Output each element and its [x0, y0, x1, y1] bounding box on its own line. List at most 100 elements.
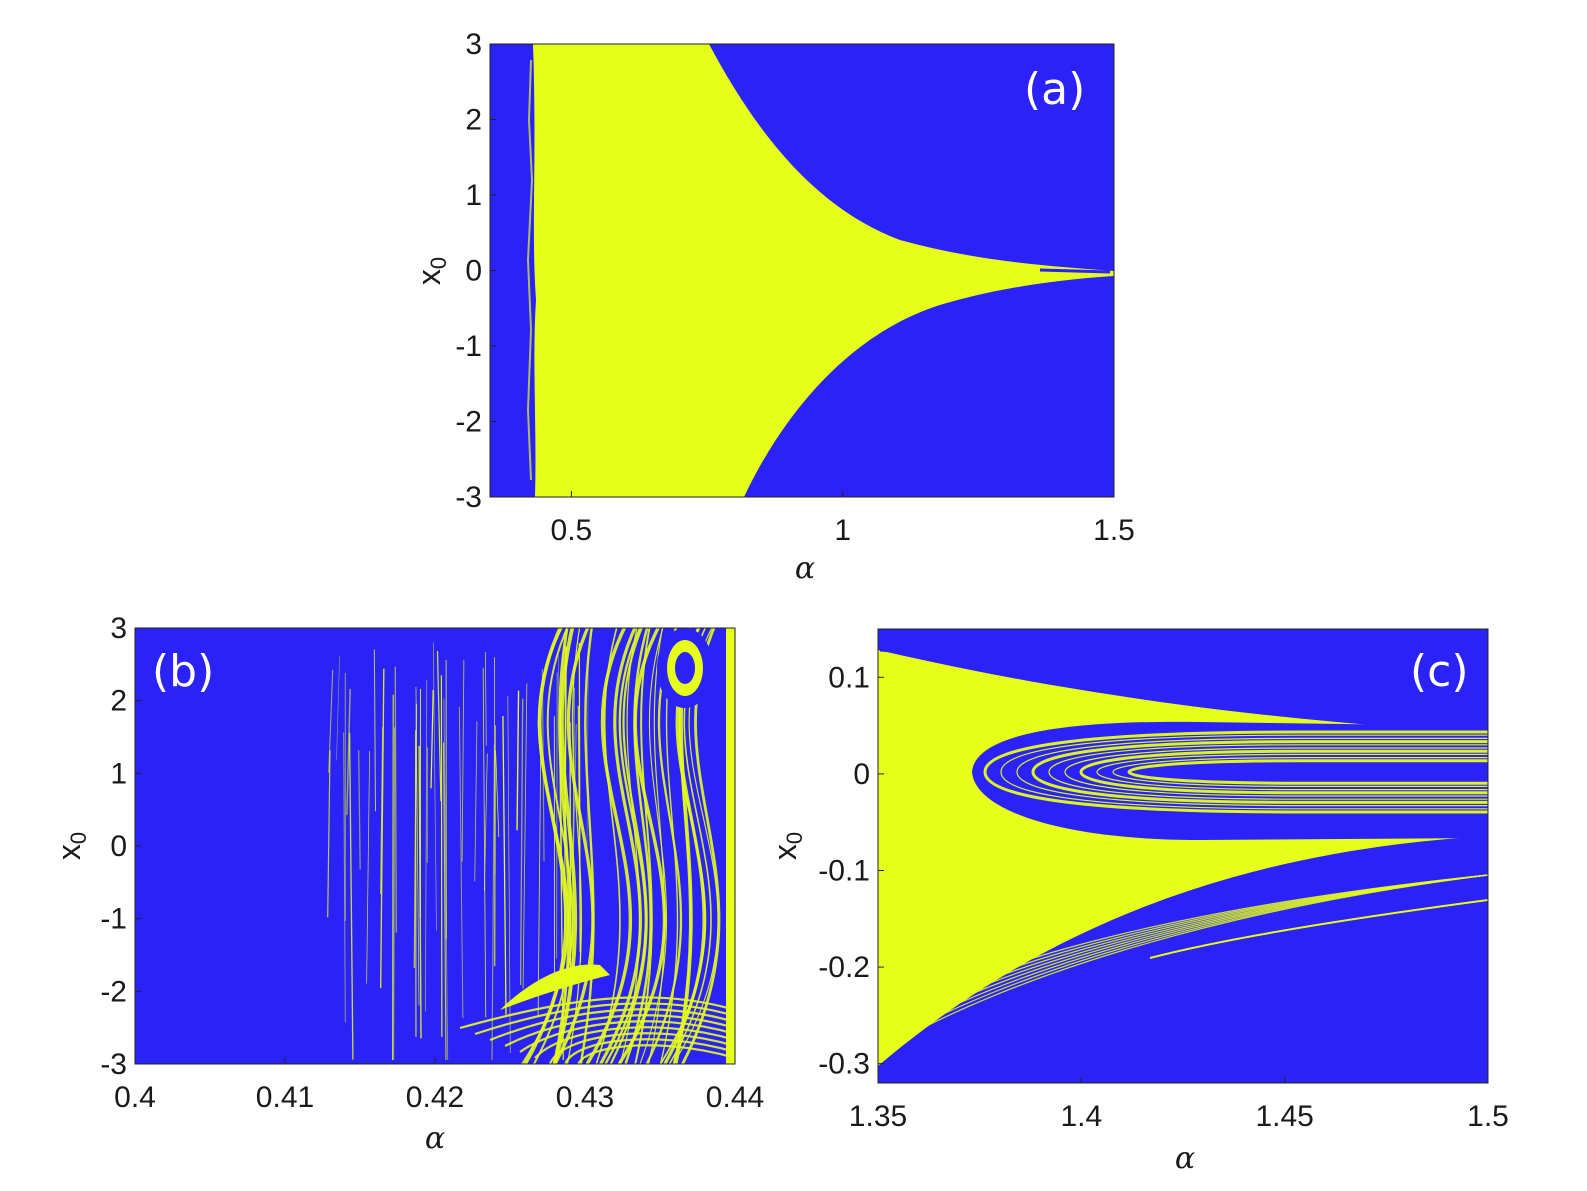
- panel-b-fold: [533, 628, 574, 1064]
- panel-a-plot-area: [490, 44, 1114, 497]
- panel-b-filament: [327, 750, 331, 918]
- panel-c-y-axis-label-main: x: [767, 844, 803, 860]
- panel-b-filament: [461, 659, 465, 862]
- panel-b-y-tick-label: 2: [110, 685, 127, 718]
- panel-c-lobe-stripe: [1079, 749, 1488, 795]
- panel-b-filament: [393, 727, 395, 1061]
- panel-b-bottom-swirl: [459, 996, 735, 1030]
- panel-c-top-stripe: [879, 648, 1201, 692]
- panel-b-y-tick-label: 0: [110, 830, 127, 863]
- panel-b-bottom-swirl: [519, 1020, 735, 1053]
- panel-a-yellow-region: [533, 44, 1114, 497]
- panel-b-filament: [482, 667, 487, 1018]
- panel-b-fold: [599, 628, 642, 1064]
- panel-c-x-axis-label: α: [1175, 1141, 1195, 1176]
- panel-a-tip-stripe: [1039, 268, 1111, 274]
- panel-b-y-axis-label-main: x: [51, 844, 87, 860]
- panel-b-fold: [521, 628, 569, 1064]
- panel-b-fold: [624, 628, 652, 1064]
- panel-b-filament: [522, 683, 528, 989]
- panel-c-label: (c): [1410, 646, 1469, 697]
- panel-c-y-tick-label: 0: [853, 758, 870, 791]
- panel-b-fold: [648, 628, 666, 1064]
- panel-b-fold: [639, 628, 668, 1064]
- panel-b-fold: [553, 628, 595, 1064]
- panel-b-fold: [523, 628, 568, 1064]
- panel-a-x-tick-label: 0.5: [551, 514, 593, 547]
- panel-a-x-tick-label: 1.5: [1093, 514, 1135, 547]
- panel-c-x-tick-label: 1.4: [1060, 1100, 1102, 1133]
- panel-b-filament: [380, 668, 385, 989]
- panel-c-lobe-stripe: [1096, 753, 1488, 791]
- panel-a-label: (a): [1024, 64, 1085, 115]
- panel-b-filament: [507, 696, 511, 1053]
- panel-b-filament: [436, 650, 442, 802]
- panel-c-x-tick-label: 1.35: [849, 1100, 907, 1133]
- panel-b-filament: [366, 751, 371, 984]
- panel-b-right-yellow-strip: [726, 628, 735, 1064]
- panel-b-fold: [585, 628, 633, 1064]
- panel-c-x-tick-label: 1.45: [1255, 1100, 1313, 1133]
- panel-b-filament: [343, 732, 346, 1023]
- panel-b-filament: [358, 750, 361, 870]
- panel-b-fold: [617, 628, 667, 1064]
- panel-c-y-axis-label-sub: 0: [782, 832, 807, 844]
- panel-c-y-axis-label: x0: [767, 832, 807, 860]
- panel-b-tongue: [500, 964, 610, 1010]
- panel-b-fold: [604, 628, 647, 1064]
- panel-c-plot-area: [878, 629, 1488, 1083]
- panel-b-x-tick-label: 0.44: [706, 1081, 764, 1114]
- panel-a-y-tick-label: 0: [465, 255, 482, 288]
- panel-b-filament: [586, 649, 589, 854]
- panel-b-y-tick-label: 3: [110, 612, 127, 645]
- panel-b-bottom-swirl: [474, 1002, 735, 1036]
- panel-c-lobe-stripe: [983, 730, 1488, 814]
- panel-b-bottom-swirl: [489, 1008, 735, 1042]
- panel-c-lower-stripe: [894, 874, 1488, 1044]
- panel-a-y-tick-label: -1: [455, 330, 482, 363]
- panel-b-x-tick-label: 0.41: [256, 1081, 314, 1114]
- panel-b-filament: [348, 732, 354, 1060]
- panel-b-filament: [432, 642, 437, 931]
- panel-b-bottom-swirl: [548, 1032, 735, 1064]
- panel-b-fold: [609, 628, 648, 1064]
- panel-b-filament: [443, 742, 447, 1061]
- panel-b-y-tick-label: -1: [100, 903, 127, 936]
- panel-b-y-tick-label: -3: [100, 1048, 127, 1081]
- panel-b-filament: [418, 745, 422, 1039]
- panel-c-lobe-stripe: [1112, 757, 1488, 787]
- panel-b-filament: [502, 715, 507, 1015]
- panel-c-y-tick-label: -0.2: [818, 951, 870, 984]
- panel-a-y-tick-label: -2: [455, 406, 482, 439]
- panel-b-y-axis-label: x0: [51, 832, 91, 860]
- panel-b-filament: [430, 689, 434, 789]
- panel-b-x-tick-label: 0.43: [556, 1081, 614, 1114]
- panel-b-fold: [552, 628, 578, 1064]
- panel-c-lobe-stripe: [1016, 737, 1488, 807]
- panel-b-x-tick-label: 0.4: [114, 1081, 156, 1114]
- panel-c-y-tick-label: 0.1: [828, 661, 870, 694]
- panel-b-fold: [579, 628, 595, 1064]
- panel-c-lobe-stripe: [1031, 740, 1488, 804]
- panel-b-bottom-swirl: [534, 1026, 735, 1059]
- panel-c-lower-stripe: [1149, 899, 1488, 959]
- panel-b-filament: [537, 710, 542, 1017]
- panel-c-y-tick-label: -0.3: [818, 1048, 870, 1081]
- panel-c-lower-stripes: [879, 648, 1488, 1044]
- panel-c-lobe-stripes: [983, 730, 1488, 814]
- panel-b-bottom-swirl: [504, 1014, 735, 1047]
- panel-b-x-tick-label: 0.42: [406, 1081, 464, 1114]
- panel-b-x-ticks: 0.4 0.41 0.42 0.43 0.44: [114, 1058, 764, 1114]
- panel-c-lobe-stripe: [1127, 759, 1488, 785]
- panel-b-filament: [474, 721, 478, 882]
- panel-a-y-axis-label-main: x: [411, 269, 447, 285]
- panel-b-filament: [495, 750, 500, 837]
- panel-b-filament: [577, 705, 582, 963]
- panel-b-filament: [328, 669, 334, 773]
- panel-b-plot-area: [135, 628, 735, 1064]
- panel-b-y-ticks: 3 2 1 0 -1 -2 -3: [100, 612, 141, 1081]
- panel-b-fold: [552, 628, 571, 1064]
- panel-a-y-tick-label: 1: [465, 179, 482, 212]
- panel-a-x-ticks: 0.5 1 1.5: [551, 491, 1135, 547]
